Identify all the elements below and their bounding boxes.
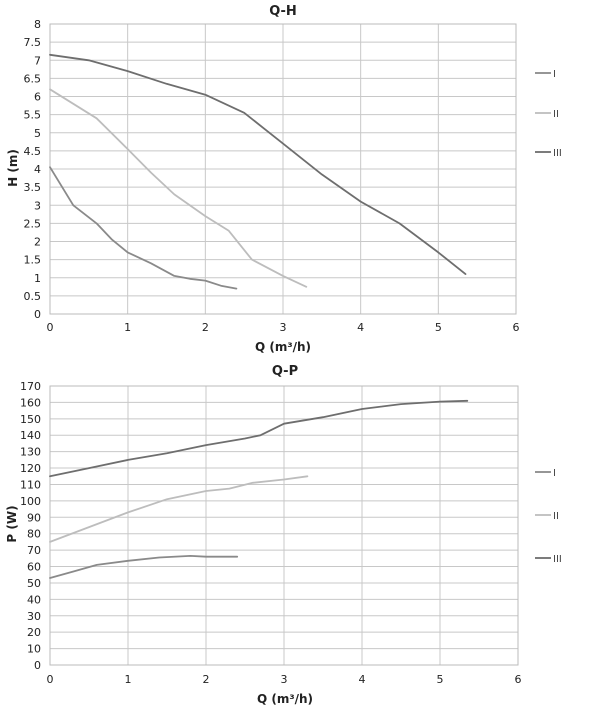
chart-title-q-p: Q-P	[272, 364, 298, 379]
q-h-x-tick-label: 3	[280, 321, 287, 334]
q-p-x-tick-label: 1	[125, 673, 132, 686]
q-p-y-tick-label: 160	[20, 396, 41, 409]
q-h-y-tick-label: 0	[34, 308, 41, 321]
q-p-y-tick-label: 150	[20, 413, 41, 426]
q-h-y-tick-label: 6.5	[24, 72, 42, 85]
q-h-y-tick-label: 0.5	[24, 290, 42, 303]
x-axis-label-q-p: Q (m³/h)	[257, 692, 313, 706]
q-h-y-tick-label: 1.5	[24, 254, 42, 267]
x-axis-label-q-h: Q (m³/h)	[255, 340, 311, 354]
q-p-series-line-i	[49, 555, 239, 579]
y-axis-label-q-h: H (m)	[6, 149, 20, 187]
q-p-y-tick-label: 130	[20, 446, 41, 459]
q-h-y-tick-label: 2.5	[24, 217, 42, 230]
q-h-x-tick-label: 6	[513, 321, 520, 334]
q-p-y-tick-label: 80	[27, 528, 41, 541]
q-h-series-line-iii	[49, 53, 467, 276]
q-p-x-tick-label: 4	[359, 673, 366, 686]
chart-title-q-h: Q-H	[269, 4, 297, 19]
q-h-y-tick-label: 4	[34, 163, 41, 176]
q-h-x-tick-label: 1	[124, 321, 131, 334]
q-p-x-tick-label: 6	[515, 673, 522, 686]
q-h-y-tick-label: 3.5	[24, 181, 42, 194]
q-p-x-tick-label: 2	[203, 673, 210, 686]
q-p-y-tick-label: 30	[27, 610, 41, 623]
q-h-x-tick-label: 0	[47, 321, 54, 334]
q-p-plot-area	[49, 385, 519, 666]
q-p-y-tick-label: 100	[20, 495, 41, 508]
q-h-y-tick-label: 5	[34, 127, 41, 140]
q-h-y-tick-label: 1	[34, 272, 41, 285]
q-h-chart: Q-H Q (m³/h) H (m) 0 0.5 1 1.5 2 2.5 3 3.5 4 4.5 5…	[6, 4, 562, 354]
q-p-y-tick-label: 20	[27, 626, 41, 639]
q-p-legend-label-iii: III	[553, 554, 562, 565]
q-p-y-tick-label: 40	[27, 593, 41, 606]
q-h-plot-area	[49, 23, 517, 315]
q-h-legend-label-ii: II	[553, 109, 559, 120]
q-p-y-tick-label: 90	[27, 511, 41, 524]
q-h-series-line-ii	[49, 88, 308, 288]
q-p-y-tick-label: 0	[34, 659, 41, 672]
q-h-y-tick-label: 4.5	[24, 145, 42, 158]
q-p-y-tick-label: 110	[20, 478, 41, 491]
q-h-y-tick-label: 2	[34, 236, 41, 249]
q-h-y-tick-label: 7.5	[24, 36, 42, 49]
q-p-y-tick-label: 70	[27, 544, 41, 557]
q-p-series-line-ii	[49, 475, 309, 543]
q-p-x-tick-label: 0	[47, 673, 54, 686]
q-h-legend-label-iii: III	[553, 148, 562, 159]
q-p-y-tick-label: 120	[20, 462, 41, 475]
q-h-x-tick-label: 5	[435, 321, 442, 334]
q-h-y-tick-label: 5.5	[24, 109, 42, 122]
q-p-x-tick-label: 3	[281, 673, 288, 686]
q-h-series-line-i	[49, 166, 238, 290]
q-p-series-line-iii	[49, 399, 469, 478]
q-h-legend-label-i: I	[553, 69, 556, 80]
q-p-y-tick-label: 140	[20, 429, 41, 442]
q-p-y-tick-label: 60	[27, 561, 41, 574]
q-h-y-tick-label: 7	[34, 54, 41, 67]
q-p-x-tick-label: 5	[437, 673, 444, 686]
q-p-y-tick-label: 50	[27, 577, 41, 590]
q-h-y-tick-label: 6	[34, 91, 41, 104]
q-h-y-tick-label: 8	[34, 18, 41, 31]
q-p-y-tick-label: 170	[20, 380, 41, 393]
y-axis-label-q-p: P (W)	[5, 505, 19, 542]
q-h-x-tick-label: 4	[357, 321, 364, 334]
q-p-legend-label-i: I	[553, 468, 556, 479]
q-h-y-tick-label: 3	[34, 199, 41, 212]
q-p-legend-label-ii: II	[553, 511, 559, 522]
q-p-chart: Q-P Q (m³/h) P (W) 010203040506070809010…	[5, 364, 562, 706]
q-p-y-tick-label: 10	[27, 643, 41, 656]
q-h-x-tick-label: 2	[202, 321, 209, 334]
